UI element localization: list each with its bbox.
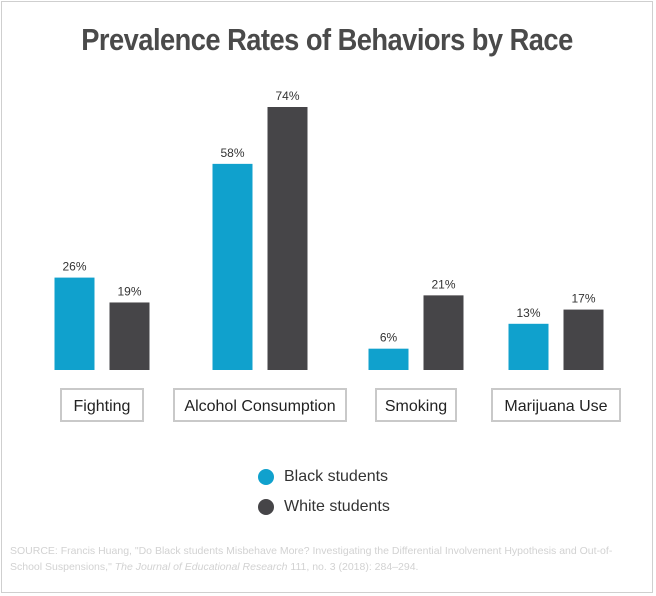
legend-label-black-students: Black students bbox=[284, 468, 389, 485]
category-box-fighting bbox=[60, 388, 144, 422]
value-label-alcohol-consumption-black-students: 58% bbox=[220, 146, 244, 160]
category-label-marijuana-use: Marijuana Use bbox=[504, 398, 607, 415]
legend-item-black-students: Black students bbox=[258, 462, 390, 492]
bar-alcohol-consumption-white-students bbox=[267, 107, 308, 370]
category-label-fighting: Fighting bbox=[74, 398, 131, 415]
source-suffix: 111, no. 3 (2018): 284–294. bbox=[287, 561, 419, 573]
value-label-smoking-black-students: 6% bbox=[380, 331, 398, 345]
chart-title: Prevalence Rates of Behaviors by Race bbox=[81, 22, 573, 57]
legend-swatch-white-students bbox=[258, 499, 274, 515]
bar-fighting-white-students bbox=[109, 302, 150, 370]
bar-marijuana-use-white-students bbox=[563, 309, 604, 370]
value-label-marijuana-use-white-students: 17% bbox=[571, 292, 595, 306]
bar-smoking-black-students bbox=[368, 348, 409, 370]
value-label-fighting-white-students: 19% bbox=[117, 284, 141, 298]
bar-chart: 26% 19% 58% 74% 6% 21% 13% 17% Fighting Alcohol … bbox=[54, 89, 621, 422]
category-box-smoking bbox=[375, 388, 457, 422]
bar-marijuana-use-black-students bbox=[508, 323, 549, 370]
value-label-fighting-black-students: 26% bbox=[62, 260, 86, 274]
category-label-smoking: Smoking bbox=[385, 398, 447, 415]
legend-label-white-students: White students bbox=[284, 498, 390, 515]
bars-group bbox=[54, 107, 604, 370]
source-journal: The Journal of Educational Research bbox=[114, 561, 288, 573]
legend-swatch-black-students bbox=[258, 469, 274, 485]
category-labels-group: Fighting Alcohol Consumption Smoking Mariju… bbox=[60, 388, 621, 422]
bar-smoking-white-students bbox=[423, 295, 464, 370]
bar-fighting-black-students bbox=[54, 277, 95, 370]
source-note: SOURCE: Francis Huang, "Do Black student… bbox=[10, 543, 640, 575]
value-labels-group: 26% 19% 58% 74% 6% 21% 13% 17% bbox=[62, 89, 595, 345]
category-label-alcohol-consumption: Alcohol Consumption bbox=[184, 398, 335, 415]
category-box-alcohol-consumption bbox=[173, 388, 347, 422]
value-label-marijuana-use-black-students: 13% bbox=[516, 306, 540, 320]
bar-alcohol-consumption-black-students bbox=[212, 163, 253, 370]
category-box-marijuana-use bbox=[491, 388, 621, 422]
legend-item-white-students: White students bbox=[258, 492, 390, 522]
value-label-smoking-white-students: 21% bbox=[431, 277, 455, 291]
value-label-alcohol-consumption-white-students: 74% bbox=[275, 89, 299, 103]
source-prefix: SOURCE: Francis Huang, "Do Black student… bbox=[10, 545, 613, 573]
legend: Black students White students bbox=[258, 462, 390, 522]
